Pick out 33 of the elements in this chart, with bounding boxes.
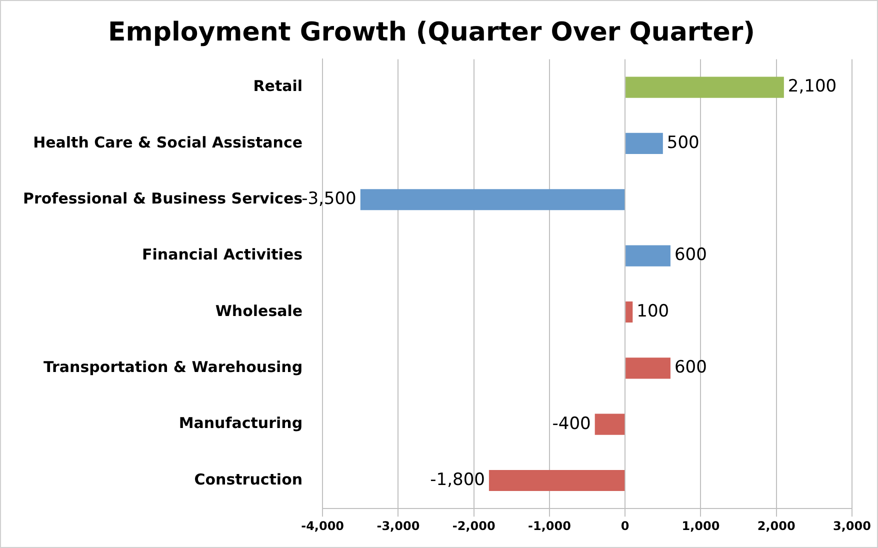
data-label: 100 <box>636 301 670 322</box>
chart-title: Employment Growth (Quarter Over Quarter) <box>108 17 756 48</box>
x-tick-label: -2,000 <box>452 518 496 533</box>
data-label: -3,500 <box>302 189 356 210</box>
y-tick-label: Health Care & Social Assistance <box>33 133 303 152</box>
bar <box>626 245 670 266</box>
bar <box>626 76 784 98</box>
x-tick-label: -4,000 <box>301 518 344 533</box>
bar <box>626 301 633 323</box>
x-tick-label: 0 <box>620 518 630 533</box>
y-tick-label: Construction <box>194 470 303 488</box>
bar <box>488 470 625 492</box>
bar <box>626 132 663 154</box>
x-tick-label: 3,000 <box>833 518 871 533</box>
y-tick-label: Retail <box>253 77 303 96</box>
y-tick-label: Financial Activities <box>142 246 303 264</box>
data-label: 2,100 <box>788 76 837 97</box>
bar <box>594 414 625 435</box>
x-tick-label: -3,000 <box>376 518 420 533</box>
y-tick-label: Transportation & Warehousing <box>43 358 303 376</box>
data-label: 600 <box>674 245 707 266</box>
y-tick-label: Wholesale <box>215 302 303 320</box>
data-label: 500 <box>666 132 700 153</box>
data-label: -400 <box>552 414 591 434</box>
data-label: 600 <box>674 358 707 378</box>
x-tick-label: -1,000 <box>528 518 571 533</box>
y-tick-label: Manufacturing <box>178 414 303 432</box>
data-label: -1,800 <box>430 470 485 490</box>
x-tick-label: 2,000 <box>757 518 796 533</box>
x-tick-label: 1,000 <box>682 518 720 533</box>
y-tick-label: Professional & Business Services <box>22 190 303 208</box>
bar <box>626 358 670 379</box>
bar <box>360 189 625 210</box>
